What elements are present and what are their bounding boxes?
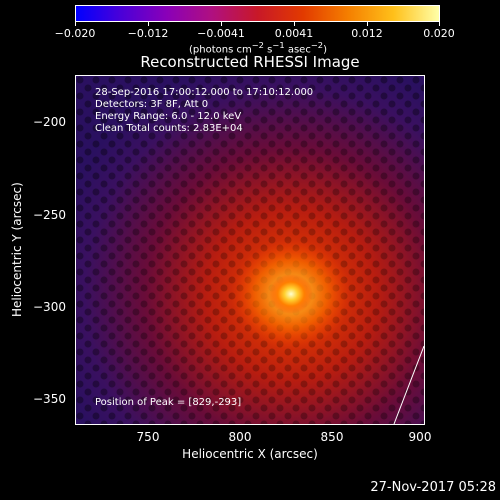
x-tick-label: 800 <box>228 430 252 444</box>
colorbar-tick <box>75 22 76 26</box>
info-detectors: Detectors: 3F 8F, Att 0 <box>95 99 209 110</box>
colorbar-tick <box>221 22 222 26</box>
y-tick-label: −350 <box>33 392 66 406</box>
info-energy-range: Energy Range: 6.0 - 12.0 keV <box>95 111 242 122</box>
colorbar-label: 0.020 <box>423 27 455 40</box>
colorbar-label: −0.020 <box>54 27 96 40</box>
rhessi-image <box>76 76 424 424</box>
y-tick-label: −200 <box>33 115 66 129</box>
page-title: Reconstructed RHESSI Image <box>140 53 360 71</box>
colorbar-tick <box>294 22 295 26</box>
colorbar-label: −0.0041 <box>197 27 245 40</box>
x-tick-label: 750 <box>136 430 160 444</box>
x-axis-label: Heliocentric X (arcsec) <box>182 447 318 461</box>
colorbar <box>75 5 440 22</box>
y-tick-label: −300 <box>33 300 66 314</box>
colorbar-label: 0.012 <box>351 27 383 40</box>
timestamp: 27-Nov-2017 05:28 <box>370 480 496 495</box>
colorbar-label: −0.012 <box>127 27 169 40</box>
x-tick-label: 900 <box>408 430 432 444</box>
colorbar-tick <box>148 22 149 26</box>
y-tick-label: −250 <box>33 208 66 222</box>
info-clean-counts: Clean Total counts: 2.83E+04 <box>95 123 243 134</box>
colorbar-units: (photons cm−2 s−1 asec−2) <box>188 40 328 56</box>
info-time-range: 28-Sep-2016 17:00:12.000 to 17:10:12.000 <box>95 87 314 98</box>
limb-line <box>393 345 424 424</box>
y-axis-label: Heliocentric Y (arcsec) <box>10 182 24 317</box>
colorbar-tick <box>367 22 368 26</box>
colorbar-label: 0.0041 <box>274 27 314 40</box>
image-plot <box>75 75 425 425</box>
x-tick-label: 850 <box>320 430 344 444</box>
colorbar-tick <box>439 22 440 26</box>
info-peak-position: Position of Peak = [829,-293] <box>95 397 242 408</box>
